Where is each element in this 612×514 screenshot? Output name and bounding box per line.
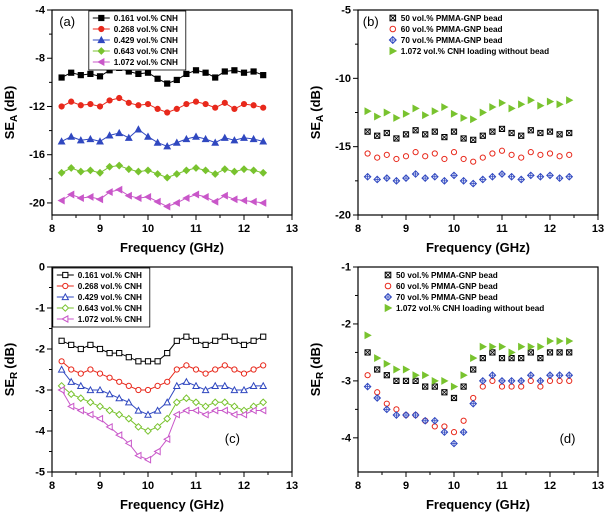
svg-text:-4: -4 bbox=[35, 5, 46, 17]
svg-text:1.072 vol.% CNH loading withou: 1.072 vol.% CNH loading without bead bbox=[396, 304, 544, 313]
svg-text:12: 12 bbox=[238, 480, 250, 492]
panel-d: 8 9 10 11 12 13 -1 -2 -3 -4 Frequency (GHz) SER(dB)… bbox=[306, 257, 612, 514]
panel-b: 8 9 10 11 12 13 -5 -10 -15 -20 Frequency (GHz) SEA(… bbox=[306, 0, 612, 257]
svg-text:-4: -4 bbox=[341, 432, 352, 444]
svg-text:10: 10 bbox=[142, 223, 154, 235]
svg-text:-1: -1 bbox=[341, 262, 351, 274]
svg-text:9: 9 bbox=[403, 480, 409, 492]
svg-text:13: 13 bbox=[286, 223, 298, 235]
svg-text:1.072 vol.% CNH: 1.072 vol.% CNH bbox=[114, 58, 178, 67]
svg-text:SEA(dB): SEA(dB) bbox=[2, 86, 20, 140]
svg-text:0.268 vol.% CNH: 0.268 vol.% CNH bbox=[78, 282, 142, 291]
svg-text:-5: -5 bbox=[341, 5, 351, 17]
svg-text:1.072 vol.% CNH: 1.072 vol.% CNH bbox=[78, 315, 142, 324]
svg-text:-2: -2 bbox=[35, 344, 45, 356]
svg-text:70 vol.% PMMA-GNP bead: 70 vol.% PMMA-GNP bead bbox=[401, 36, 503, 45]
svg-text:SEA(dB): SEA(dB) bbox=[308, 86, 326, 140]
svg-text:70 vol.% PMMA-GNP bead: 70 vol.% PMMA-GNP bead bbox=[396, 293, 498, 302]
svg-text:12: 12 bbox=[544, 223, 556, 235]
svg-text:8: 8 bbox=[355, 480, 361, 492]
svg-text:11: 11 bbox=[190, 480, 202, 492]
svg-text:9: 9 bbox=[97, 480, 103, 492]
chart-panel-b-sea-vs-frequency-beads: 8 9 10 11 12 13 -5 -10 -15 -20 Frequency (GHz) SEA(… bbox=[308, 5, 604, 256]
svg-text:9: 9 bbox=[97, 223, 103, 235]
svg-text:12: 12 bbox=[544, 480, 556, 492]
svg-text:Frequency (GHz): Frequency (GHz) bbox=[426, 497, 530, 512]
svg-text:-3: -3 bbox=[35, 385, 45, 397]
svg-text:-2: -2 bbox=[341, 318, 351, 330]
svg-text:-3: -3 bbox=[341, 375, 351, 387]
svg-text:-20: -20 bbox=[29, 197, 45, 209]
svg-text:8: 8 bbox=[49, 223, 55, 235]
chart-panel-c-ser-vs-frequency-cnh: 8 9 10 11 12 13 0 -1 -2 -3 -4 -5 Frequency (GHz) SER(… bbox=[2, 262, 298, 513]
svg-text:Frequency (GHz): Frequency (GHz) bbox=[120, 497, 224, 512]
svg-text:1.072 vol.% CNH loading withou: 1.072 vol.% CNH loading without bead bbox=[401, 47, 549, 56]
svg-text:0: 0 bbox=[39, 262, 45, 274]
svg-text:13: 13 bbox=[592, 480, 604, 492]
svg-text:9: 9 bbox=[403, 223, 409, 235]
svg-text:-16: -16 bbox=[29, 149, 45, 161]
svg-text:10: 10 bbox=[448, 223, 460, 235]
svg-text:60 vol.% PMMA-GNP bead: 60 vol.% PMMA-GNP bead bbox=[401, 25, 503, 34]
svg-text:(c): (c) bbox=[225, 431, 240, 446]
svg-text:0.643 vol.% CNH: 0.643 vol.% CNH bbox=[78, 304, 142, 313]
svg-text:50 vol.% PMMA-GNP bead: 50 vol.% PMMA-GNP bead bbox=[401, 14, 503, 23]
svg-text:11: 11 bbox=[190, 223, 202, 235]
svg-text:-5: -5 bbox=[35, 467, 45, 479]
svg-text:-4: -4 bbox=[35, 426, 46, 438]
svg-text:0.429 vol.% CNH: 0.429 vol.% CNH bbox=[114, 36, 178, 45]
svg-text:0.161 vol.% CNH: 0.161 vol.% CNH bbox=[78, 271, 142, 280]
svg-text:-10: -10 bbox=[335, 73, 351, 85]
svg-text:10: 10 bbox=[142, 480, 154, 492]
svg-text:0.268 vol.% CNH: 0.268 vol.% CNH bbox=[114, 25, 178, 34]
svg-text:(b): (b) bbox=[363, 14, 379, 29]
svg-text:SER(dB): SER(dB) bbox=[308, 343, 326, 397]
svg-text:-12: -12 bbox=[29, 101, 45, 113]
svg-text:8: 8 bbox=[355, 223, 361, 235]
panel-c: 8 9 10 11 12 13 0 -1 -2 -3 -4 -5 Frequency (GHz) SER(… bbox=[0, 257, 306, 514]
svg-text:(d): (d) bbox=[560, 431, 576, 446]
panel-a: 8 9 10 11 12 13 -4 -8 -12 -16 -20 Frequency (GHz) SE… bbox=[0, 0, 306, 257]
svg-text:13: 13 bbox=[286, 480, 298, 492]
chart-panel-a-sea-vs-frequency-cnh: 8 9 10 11 12 13 -4 -8 -12 -16 -20 Frequency (GHz) SE… bbox=[2, 5, 298, 256]
svg-text:-20: -20 bbox=[335, 210, 351, 222]
svg-text:-1: -1 bbox=[35, 303, 45, 315]
svg-text:-15: -15 bbox=[335, 141, 351, 153]
svg-text:8: 8 bbox=[49, 480, 55, 492]
svg-text:Frequency (GHz): Frequency (GHz) bbox=[120, 240, 224, 255]
chart-panel-d-ser-vs-frequency-beads: 8 9 10 11 12 13 -1 -2 -3 -4 Frequency (GHz) SER(dB)… bbox=[308, 262, 604, 513]
svg-text:60 vol.% PMMA-GNP bead: 60 vol.% PMMA-GNP bead bbox=[396, 282, 498, 291]
svg-text:SER(dB): SER(dB) bbox=[2, 343, 20, 397]
svg-text:-8: -8 bbox=[35, 53, 45, 65]
svg-text:13: 13 bbox=[592, 223, 604, 235]
svg-text:(a): (a) bbox=[59, 14, 75, 29]
svg-text:0.429 vol.% CNH: 0.429 vol.% CNH bbox=[78, 293, 142, 302]
svg-text:12: 12 bbox=[238, 223, 250, 235]
svg-text:0.643 vol.% CNH: 0.643 vol.% CNH bbox=[114, 47, 178, 56]
svg-text:11: 11 bbox=[496, 480, 508, 492]
svg-text:0.161 vol.% CNH: 0.161 vol.% CNH bbox=[114, 14, 178, 23]
svg-text:11: 11 bbox=[496, 223, 508, 235]
svg-text:10: 10 bbox=[448, 480, 460, 492]
svg-text:50 vol.% PMMA-GNP bead: 50 vol.% PMMA-GNP bead bbox=[396, 271, 498, 280]
svg-text:Frequency (GHz): Frequency (GHz) bbox=[426, 240, 530, 255]
